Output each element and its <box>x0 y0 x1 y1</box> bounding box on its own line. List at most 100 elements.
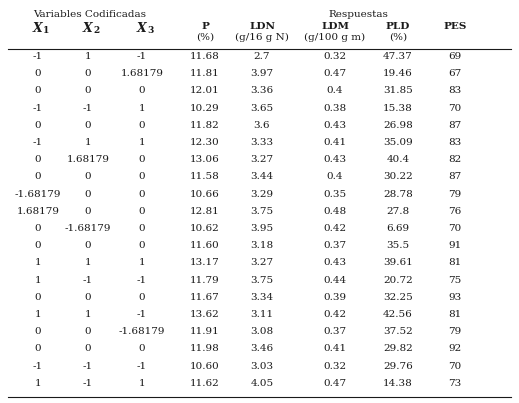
Text: 3.44: 3.44 <box>251 172 274 181</box>
Text: 47.37: 47.37 <box>383 52 413 61</box>
Text: 0: 0 <box>35 69 42 78</box>
Text: 3.18: 3.18 <box>251 241 274 250</box>
Text: P: P <box>201 22 209 31</box>
Text: PLD: PLD <box>386 22 410 31</box>
Text: 0: 0 <box>139 189 145 199</box>
Text: 1: 1 <box>43 26 49 35</box>
Text: 0: 0 <box>85 189 91 199</box>
Text: 10.29: 10.29 <box>190 104 220 112</box>
Text: 20.72: 20.72 <box>383 276 413 285</box>
Text: 11.62: 11.62 <box>190 379 220 388</box>
Text: 0.47: 0.47 <box>323 379 347 388</box>
Text: 0: 0 <box>35 327 42 336</box>
Text: 0.37: 0.37 <box>323 241 347 250</box>
Text: -1: -1 <box>33 104 43 112</box>
Text: 13.17: 13.17 <box>190 258 220 268</box>
Text: 42.56: 42.56 <box>383 310 413 319</box>
Text: 0.42: 0.42 <box>323 224 347 233</box>
Text: 3.95: 3.95 <box>251 224 274 233</box>
Text: (g/100 g m): (g/100 g m) <box>305 33 365 42</box>
Text: 35.5: 35.5 <box>387 241 409 250</box>
Text: 3.33: 3.33 <box>251 138 274 147</box>
Text: 1: 1 <box>35 276 42 285</box>
Text: 0: 0 <box>85 172 91 181</box>
Text: 3.11: 3.11 <box>251 310 274 319</box>
Text: -1: -1 <box>83 379 93 388</box>
Text: 81: 81 <box>448 310 461 319</box>
Text: 3.65: 3.65 <box>251 104 274 112</box>
Text: X: X <box>33 22 43 35</box>
Text: 30.22: 30.22 <box>383 172 413 181</box>
Text: 3.75: 3.75 <box>251 207 274 216</box>
Text: 0: 0 <box>139 121 145 130</box>
Text: 1: 1 <box>85 138 91 147</box>
Text: 0: 0 <box>139 224 145 233</box>
Text: 28.78: 28.78 <box>383 189 413 199</box>
Text: -1: -1 <box>33 52 43 61</box>
Text: 12.81: 12.81 <box>190 207 220 216</box>
Text: 0: 0 <box>35 241 42 250</box>
Text: 79: 79 <box>448 189 461 199</box>
Text: 87: 87 <box>448 172 461 181</box>
Text: 0: 0 <box>85 241 91 250</box>
Text: 3: 3 <box>147 26 154 35</box>
Text: 11.67: 11.67 <box>190 293 220 302</box>
Text: 0.37: 0.37 <box>323 327 347 336</box>
Text: 40.4: 40.4 <box>387 155 409 164</box>
Text: 15.38: 15.38 <box>383 104 413 112</box>
Text: Respuestas: Respuestas <box>329 10 388 19</box>
Text: 10.66: 10.66 <box>190 189 220 199</box>
Text: LDN: LDN <box>249 22 275 31</box>
Text: -1: -1 <box>83 276 93 285</box>
Text: 11.82: 11.82 <box>190 121 220 130</box>
Text: 11.60: 11.60 <box>190 241 220 250</box>
Text: 1: 1 <box>85 310 91 319</box>
Text: 2.7: 2.7 <box>254 52 270 61</box>
Text: 0.47: 0.47 <box>323 69 347 78</box>
Text: 70: 70 <box>448 224 461 233</box>
Text: 0: 0 <box>139 86 145 96</box>
Text: 0: 0 <box>85 121 91 130</box>
Text: -1: -1 <box>83 104 93 112</box>
Text: X: X <box>83 22 93 35</box>
Text: 0: 0 <box>139 207 145 216</box>
Text: 0: 0 <box>139 293 145 302</box>
Text: 1: 1 <box>35 379 42 388</box>
Text: 79: 79 <box>448 327 461 336</box>
Text: 3.36: 3.36 <box>251 86 274 96</box>
Text: 3.97: 3.97 <box>251 69 274 78</box>
Text: 1: 1 <box>139 379 145 388</box>
Text: 11.68: 11.68 <box>190 52 220 61</box>
Text: LDM: LDM <box>321 22 349 31</box>
Text: 1.68179: 1.68179 <box>120 69 163 78</box>
Text: 1: 1 <box>35 258 42 268</box>
Text: 0.48: 0.48 <box>323 207 347 216</box>
Text: 0: 0 <box>35 224 42 233</box>
Text: 29.82: 29.82 <box>383 345 413 353</box>
Text: 11.91: 11.91 <box>190 327 220 336</box>
Text: (g/16 g N): (g/16 g N) <box>235 33 289 42</box>
Text: Variables Codificadas: Variables Codificadas <box>34 10 146 19</box>
Text: -1: -1 <box>137 361 147 371</box>
Text: 70: 70 <box>448 361 461 371</box>
Text: (%): (%) <box>389 33 407 42</box>
Text: 10.60: 10.60 <box>190 361 220 371</box>
Text: X: X <box>137 22 147 35</box>
Text: 93: 93 <box>448 293 461 302</box>
Text: 2: 2 <box>93 26 99 35</box>
Text: 0.41: 0.41 <box>323 138 347 147</box>
Text: 35.09: 35.09 <box>383 138 413 147</box>
Text: 3.34: 3.34 <box>251 293 274 302</box>
Text: 27.8: 27.8 <box>387 207 409 216</box>
Text: 12.01: 12.01 <box>190 86 220 96</box>
Text: 0: 0 <box>139 241 145 250</box>
Text: 3.03: 3.03 <box>251 361 274 371</box>
Text: 0: 0 <box>35 293 42 302</box>
Text: 91: 91 <box>448 241 461 250</box>
Text: 26.98: 26.98 <box>383 121 413 130</box>
Text: 37.52: 37.52 <box>383 327 413 336</box>
Text: PES: PES <box>443 22 467 31</box>
Text: 3.29: 3.29 <box>251 189 274 199</box>
Text: 0: 0 <box>35 121 42 130</box>
Text: -1: -1 <box>33 138 43 147</box>
